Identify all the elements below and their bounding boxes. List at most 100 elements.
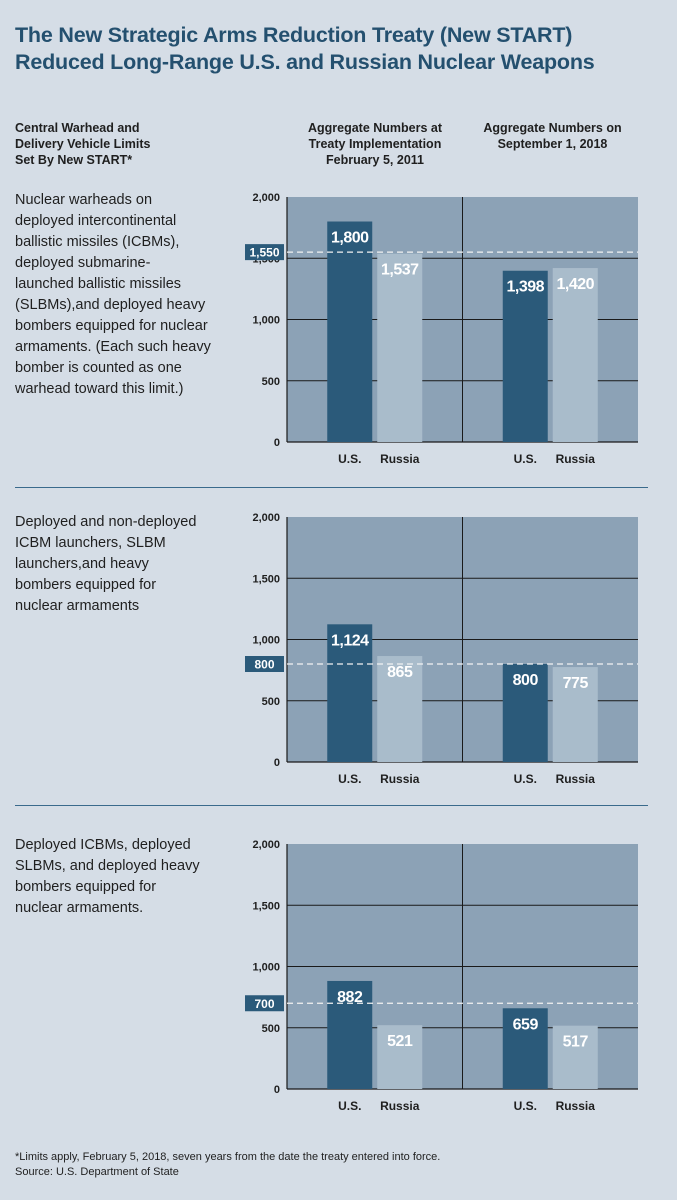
x-tick-label: Russia [556,772,596,786]
desc-line: bombers equipped for nuclear [15,318,208,334]
section-divider [15,805,648,806]
y-tick-label: 1,000 [252,315,280,327]
header-2018-line-1: Aggregate Numbers on [483,121,622,135]
limit-label: 1,550 [249,246,279,260]
desc-line: nuclear armaments. [15,900,144,916]
desc-line: Deployed and non-deployed [15,514,197,530]
y-tick-label: 0 [274,1084,280,1096]
x-tick-label: Russia [380,452,420,466]
bar-russia [552,667,598,762]
footnote: *Limits apply, February 5, 2018, seven y… [15,1150,665,1180]
data-label: 517 [563,1034,589,1051]
desc-line: Deployed ICBMs, deployed [15,837,191,853]
x-tick-label: Russia [556,1099,596,1113]
data-label: 1,800 [331,230,369,247]
header-2018-line-2: September 1, 2018 [497,137,608,151]
data-label: 1,398 [506,279,544,296]
header-limits: Central Warhead and Delivery Vehicle Lim… [15,120,215,168]
section-divider [15,487,648,488]
desc-line: deployed submarine- [15,255,151,271]
y-tick-label: 2,000 [252,839,280,851]
bar-us [327,221,373,442]
limit-label: 700 [254,997,274,1011]
desc-line: armaments. (Each such heavy [15,339,211,355]
bar-us [502,1008,548,1089]
header-limits-line-3: Set By New START* [15,153,133,167]
x-tick-label: U.S. [338,772,361,786]
bar-us [502,664,548,762]
data-label: 775 [563,675,589,692]
description-launchers: Deployed and non-deployed ICBM launchers… [15,512,245,617]
y-tick-label: 2,000 [252,512,280,524]
bar-us [502,270,548,442]
y-tick-label: 0 [274,437,280,449]
header-2011-line-2: Treaty Implementation [308,137,442,151]
data-label: 865 [387,664,413,681]
bar-us [327,980,373,1089]
bar-us [327,624,373,762]
desc-line: (SLBMs),and deployed heavy [15,297,206,313]
desc-line: nuclear armaments [15,598,140,614]
desc-line: launched ballistic missiles [15,276,182,292]
source-text: Source: U.S. Department of State [15,1166,179,1178]
description-deployed: Deployed ICBMs, deployed SLBMs, and depl… [15,835,245,919]
desc-line: bombers equipped for [15,879,157,895]
x-tick-label: U.S. [338,1099,361,1113]
data-label: 1,420 [556,276,594,293]
page-title: The New Strategic Arms Reduction Treaty … [15,22,665,76]
header-limits-line-2: Delivery Vehicle Limits [15,137,151,151]
desc-line: launchers,and heavy [15,556,149,572]
y-tick-label: 1,500 [252,573,280,585]
x-tick-label: U.S. [514,772,537,786]
desc-line: ICBM launchers, SLBM [15,535,166,551]
data-label: 882 [337,989,363,1006]
y-tick-label: 500 [262,1023,280,1035]
data-label: 1,537 [381,262,419,279]
y-tick-label: 1,500 [252,900,280,912]
chart-launchers: 0 500 1,000 1,500 2,000 1,124 U.S. 865 Russia 800… [245,512,638,786]
limit-label: 800 [254,658,274,672]
bar-russia [552,268,598,442]
chart-warheads: 05001,0001,5002,0001,800U.S.1,537Russia1… [245,192,638,466]
x-tick-label: Russia [380,772,420,786]
x-tick-label: U.S. [338,452,361,466]
data-label: 800 [513,672,539,689]
x-tick-label: U.S. [514,1099,537,1113]
y-tick-label: 2,000 [252,192,280,204]
bar-russia [377,253,423,442]
limit-box [245,995,284,1012]
footnote-text: *Limits apply, February 5, 2018, seven y… [15,1151,441,1163]
limit-box [245,656,284,672]
y-tick-label: 1,000 [252,635,280,647]
desc-line: deployed intercontinental [15,213,177,229]
y-tick-label: 1,000 [252,962,280,974]
x-tick-label: Russia [380,1099,420,1113]
header-2011: Aggregate Numbers at Treaty Implementati… [290,120,460,168]
y-tick-label: 500 [262,376,280,388]
description-warheads: Nuclear warheads on deployed intercontin… [15,190,245,400]
data-label: 1,124 [331,632,369,649]
desc-line: bomber is counted as one [15,360,182,376]
desc-line: Nuclear warheads on [15,192,153,208]
bar-russia [552,1025,598,1089]
desc-line: warhead toward this limit.) [15,381,184,397]
x-tick-label: Russia [556,452,596,466]
header-2018: Aggregate Numbers on September 1, 2018 [465,120,640,152]
limit-box [245,244,284,261]
desc-line: bombers equipped for [15,577,157,593]
data-label: 659 [513,1016,539,1033]
bar-russia [377,656,423,762]
desc-line: ballistic missiles (ICBMs), [15,234,180,250]
title-line-1: The New Strategic Arms Reduction Treaty … [15,23,573,47]
title-line-2: Reduced Long-Range U.S. and Russian Nucl… [15,50,595,74]
chart-deployed: 0 500 1,000 1,500 2,000 882 U.S. 521 Russia 659 U.… [245,839,638,1113]
y-tick-label: 500 [262,696,280,708]
x-tick-label: U.S. [514,452,537,466]
header-2011-line-3: February 5, 2011 [326,153,424,167]
data-label: 521 [387,1033,413,1050]
y-tick-label: 0 [274,757,280,769]
bar-russia [377,1025,423,1089]
desc-line: SLBMs, and deployed heavy [15,858,200,874]
header-limits-line-1: Central Warhead and [15,121,140,135]
header-2011-line-1: Aggregate Numbers at [307,121,443,135]
